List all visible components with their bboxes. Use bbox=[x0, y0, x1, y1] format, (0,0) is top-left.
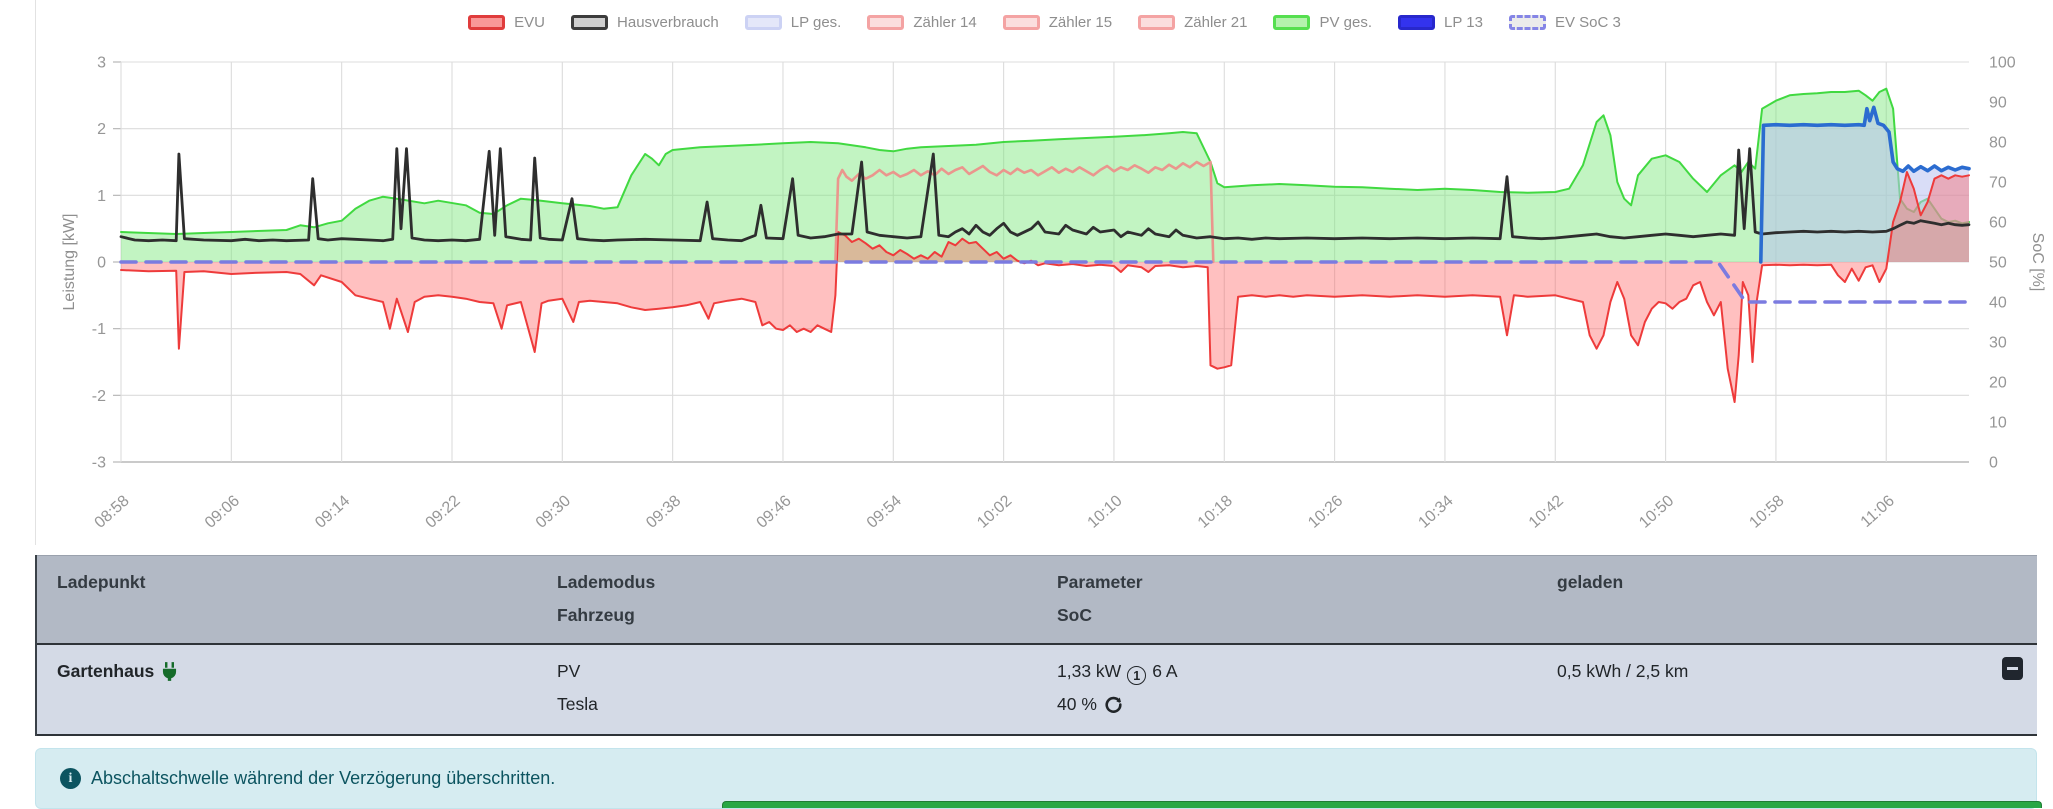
cell-ladepunkt: Gartenhaus bbox=[37, 645, 537, 735]
svg-text:09:22: 09:22 bbox=[423, 492, 464, 531]
svg-text:10:58: 10:58 bbox=[1746, 492, 1787, 531]
svg-text:90: 90 bbox=[1989, 95, 2007, 112]
svg-text:08:58: 08:58 bbox=[92, 492, 133, 531]
svg-text:100: 100 bbox=[1989, 55, 2016, 72]
legend-item-lp-13[interactable]: LP 13 bbox=[1398, 14, 1483, 31]
legend-item-hausverbrauch[interactable]: Hausverbrauch bbox=[571, 14, 719, 31]
phase-count-icon: 1 bbox=[1127, 666, 1147, 686]
charge-current: 6 A bbox=[1152, 660, 1178, 681]
plug-icon bbox=[162, 661, 177, 681]
legend-label: Zähler 15 bbox=[1048, 14, 1113, 31]
legend-item-pv-ges-[interactable]: PV ges. bbox=[1273, 14, 1372, 31]
table-row-gartenhaus[interactable]: Gartenhaus PV Tesla 1,33 kW 1 6 A 40 % bbox=[37, 644, 2037, 736]
legend-label: PV ges. bbox=[1319, 14, 1372, 31]
vehicle-name: Tesla bbox=[557, 693, 598, 714]
svg-text:-1: -1 bbox=[92, 321, 106, 338]
svg-text:80: 80 bbox=[1989, 135, 2007, 152]
svg-text:70: 70 bbox=[1989, 175, 2007, 192]
svg-text:09:14: 09:14 bbox=[312, 492, 353, 531]
legend-label: Zähler 14 bbox=[913, 14, 977, 31]
charge-mode: PV bbox=[557, 660, 581, 681]
svg-text:1: 1 bbox=[97, 188, 106, 205]
cell-parameter-soc: 1,33 kW 1 6 A 40 % bbox=[1037, 645, 1537, 735]
svg-text:09:46: 09:46 bbox=[754, 492, 795, 531]
svg-text:10:34: 10:34 bbox=[1415, 492, 1456, 531]
legend-swatch-icon bbox=[1398, 15, 1435, 30]
legend-swatch-icon bbox=[1002, 15, 1040, 30]
svg-text:10: 10 bbox=[1989, 415, 2007, 432]
legend-swatch-icon bbox=[1273, 15, 1311, 30]
svg-text:50: 50 bbox=[1989, 255, 2007, 272]
header-ladepunkt: Ladepunkt bbox=[57, 572, 146, 592]
svg-text:-2: -2 bbox=[92, 388, 106, 405]
alert-text: Abschaltschwelle während der Verzögerung… bbox=[91, 768, 556, 788]
legend-label: Hausverbrauch bbox=[617, 14, 719, 31]
legend-item-lp-ges-[interactable]: LP ges. bbox=[744, 14, 842, 31]
header-geladen: geladen bbox=[1557, 572, 1624, 592]
cell-geladen: 0,5 kWh / 2,5 km bbox=[1537, 645, 2037, 735]
svg-text:SoC [%]: SoC [%] bbox=[2029, 233, 2046, 292]
svg-text:09:30: 09:30 bbox=[533, 492, 574, 531]
svg-text:0: 0 bbox=[97, 255, 106, 272]
svg-text:40: 40 bbox=[1989, 295, 2007, 312]
legend-label: EV SoC 3 bbox=[1554, 14, 1621, 31]
svg-text:3: 3 bbox=[97, 55, 106, 72]
svg-text:11:06: 11:06 bbox=[1858, 492, 1898, 531]
header-lademodus-fahrzeug: Lademodus Fahrzeug bbox=[557, 572, 656, 626]
legend-swatch-icon bbox=[468, 15, 506, 30]
charged-energy: 0,5 kWh / 2,5 km bbox=[1557, 660, 1689, 681]
svg-text:2: 2 bbox=[97, 121, 106, 138]
legend-item-ev-soc-3[interactable]: EV SoC 3 bbox=[1508, 14, 1621, 31]
soc-value: 40 % bbox=[1057, 693, 1097, 714]
svg-text:10:02: 10:02 bbox=[974, 492, 1015, 531]
header-parameter-soc: Parameter SoC bbox=[1057, 572, 1143, 626]
power-chart: EVU Hausverbrauch LP ges. Zähler 14 Zähler 1… bbox=[35, 0, 2053, 545]
svg-text:10:18: 10:18 bbox=[1195, 492, 1236, 531]
soc-refresh-icon[interactable] bbox=[1105, 691, 1122, 724]
collapse-row-button[interactable] bbox=[2002, 656, 2023, 680]
legend-swatch-icon bbox=[1508, 15, 1546, 30]
legend-swatch-icon bbox=[1138, 15, 1176, 30]
svg-text:10:10: 10:10 bbox=[1084, 492, 1125, 531]
chargepoint-name: Gartenhaus bbox=[57, 660, 155, 681]
svg-text:Leistung [kW]: Leistung [kW] bbox=[61, 214, 78, 311]
svg-text:10:50: 10:50 bbox=[1636, 492, 1677, 531]
svg-text:20: 20 bbox=[1989, 375, 2007, 392]
chart-legend: EVU Hausverbrauch LP ges. Zähler 14 Zähler 1… bbox=[36, 14, 2053, 31]
table-header-row: Ladepunkt Lademodus Fahrzeug Parameter S… bbox=[37, 555, 2037, 645]
svg-text:60: 60 bbox=[1989, 215, 2007, 232]
legend-label: LP ges. bbox=[790, 14, 842, 31]
page-content: EVU Hausverbrauch LP ges. Zähler 14 Zähler 1… bbox=[35, 0, 2046, 809]
chargepoint-table: Ladepunkt Lademodus Fahrzeug Parameter S… bbox=[35, 555, 2037, 736]
charge-power: 1,33 kW bbox=[1057, 660, 1122, 681]
svg-text:-3: -3 bbox=[92, 455, 106, 472]
legend-item-z-hler-15[interactable]: Zähler 15 bbox=[1002, 14, 1113, 31]
svg-text:30: 30 bbox=[1989, 335, 2007, 352]
legend-swatch-icon bbox=[867, 15, 905, 30]
svg-text:0: 0 bbox=[1989, 455, 1998, 472]
legend-swatch-icon bbox=[744, 15, 782, 30]
legend-label: EVU bbox=[514, 14, 546, 31]
svg-text:09:38: 09:38 bbox=[643, 492, 684, 531]
legend-swatch-icon bbox=[571, 15, 609, 30]
offscreen-green-panel-edge[interactable] bbox=[722, 801, 2042, 808]
info-icon: i bbox=[60, 768, 81, 789]
svg-text:09:54: 09:54 bbox=[864, 492, 905, 531]
legend-label: LP 13 bbox=[1444, 14, 1483, 31]
svg-text:10:26: 10:26 bbox=[1305, 492, 1346, 531]
svg-text:09:06: 09:06 bbox=[202, 492, 243, 531]
cell-lademodus-fahrzeug: PV Tesla bbox=[537, 645, 1037, 735]
svg-text:10:42: 10:42 bbox=[1526, 492, 1567, 531]
legend-item-z-hler-14[interactable]: Zähler 14 bbox=[867, 14, 977, 31]
legend-item-evu[interactable]: EVU bbox=[468, 14, 545, 31]
legend-item-z-hler-21[interactable]: Zähler 21 bbox=[1138, 14, 1247, 31]
info-alert: i Abschaltschwelle während der Verzögeru… bbox=[35, 748, 2037, 809]
legend-label: Zähler 21 bbox=[1184, 14, 1248, 31]
